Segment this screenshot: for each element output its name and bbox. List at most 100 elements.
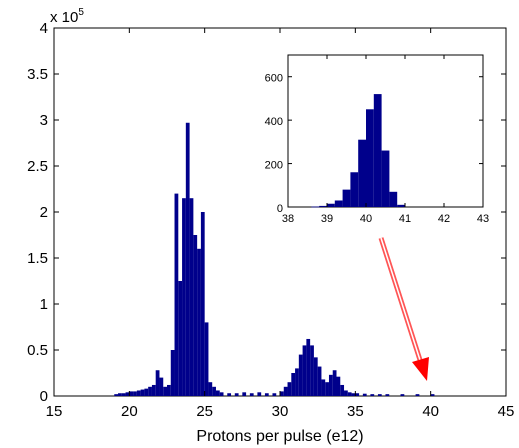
- y-tick-label-0-7: 3.5: [27, 66, 48, 83]
- y-tick-label-1-3: 600: [265, 73, 283, 85]
- bar-0-46: [317, 366, 322, 396]
- bar-1-1: [319, 205, 327, 207]
- x-tick-label-0-0: 15: [46, 403, 63, 420]
- bar-1-11: [397, 204, 405, 207]
- red-arrow-annotation: [378, 237, 429, 381]
- bar-0-23: [200, 212, 205, 396]
- bar-0-62: [415, 394, 420, 396]
- y-tick-label-0-3: 1.5: [27, 250, 48, 267]
- bar-0-12: [159, 377, 164, 396]
- main-bars: [114, 122, 435, 396]
- bar-0-31: [242, 392, 247, 396]
- bar-0-44: [310, 345, 314, 396]
- bar-0-50: [332, 370, 337, 396]
- bar-0-14: [167, 384, 171, 396]
- bar-0-43: [306, 338, 311, 396]
- bar-0-45: [313, 357, 318, 396]
- bar-0-15: [170, 350, 175, 396]
- bar-0-4: [129, 391, 134, 396]
- bar-0-58: [370, 394, 375, 396]
- y-tick-label-0-4: 2: [40, 204, 48, 221]
- bar-0-29: [227, 393, 232, 396]
- bar-0-61: [400, 394, 405, 396]
- bar-0-32: [249, 393, 254, 396]
- bar-0-57: [362, 393, 367, 396]
- bar-1-0: [311, 206, 320, 208]
- y-tick-label-0-5: 2.5: [27, 158, 48, 175]
- x-axis-label: Protons per pulse (e12): [196, 428, 363, 445]
- x-tick-label-1-2: 40: [360, 213, 372, 225]
- x-tick-label-0-4: 35: [347, 403, 364, 420]
- main-y-axis: 0 0.5 1 1.5 2 2.5 3 3.5 4: [27, 20, 506, 405]
- bar-0-48: [325, 382, 329, 396]
- bar-0-5: [133, 391, 137, 396]
- bar-0-19: [185, 122, 190, 396]
- inset-bars: [311, 94, 405, 208]
- bar-0-24: [204, 322, 209, 396]
- bar-0-6: [136, 390, 141, 396]
- bar-1-6: [358, 139, 366, 207]
- x-tick-label-0-5: 40: [422, 403, 439, 420]
- bar-1-4: [342, 189, 351, 207]
- bar-0-59: [377, 394, 382, 396]
- bar-0-26: [212, 386, 216, 396]
- x-tick-label-1-5: 43: [477, 213, 489, 225]
- x-tick-label-1-4: 42: [438, 213, 450, 225]
- arrow-shaft-inner: [380, 237, 421, 361]
- bar-0-18: [182, 198, 186, 396]
- bar-0-33: [257, 392, 262, 396]
- bar-1-8: [373, 94, 382, 207]
- y-multiplier-exponent: 5: [78, 7, 84, 18]
- bar-1-2: [327, 203, 335, 207]
- y-tick-label-0-0: 0: [40, 388, 48, 405]
- bar-0-1: [118, 393, 122, 396]
- y-tick-label-0-1: 0.5: [27, 342, 48, 359]
- x-tick-label-0-3: 30: [272, 403, 289, 420]
- bar-0-21: [193, 235, 198, 396]
- y-tick-label-1-1: 200: [265, 160, 283, 172]
- bar-0-38: [287, 382, 292, 396]
- bar-0-47: [321, 379, 326, 396]
- bar-1-10: [389, 191, 398, 207]
- y-tick-label-1-2: 400: [265, 116, 283, 128]
- bar-0-63: [430, 394, 435, 396]
- inset-x-axis: 38 39 40 41 42 43: [282, 55, 489, 225]
- bar-1-5: [350, 172, 359, 207]
- bar-0-13: [163, 386, 167, 396]
- x-tick-label-0-1: 20: [121, 403, 138, 420]
- bar-0-41: [298, 354, 303, 396]
- bar-0-20: [189, 198, 194, 396]
- y-multiplier-base: x 10: [50, 9, 78, 26]
- x-tick-label-1-3: 41: [399, 213, 411, 225]
- main-x-axis: 15 20 25 30 35 40 45: [46, 28, 514, 420]
- bar-1-3: [334, 200, 343, 207]
- bar-0-51: [336, 376, 341, 396]
- y-tick-label-0-6: 3: [40, 112, 48, 129]
- bar-0-7: [140, 389, 145, 396]
- bar-0-25: [208, 382, 213, 396]
- bar-0-0: [114, 394, 119, 396]
- bar-0-30: [234, 393, 239, 396]
- bar-0-36: [280, 391, 284, 396]
- bar-0-37: [283, 386, 288, 396]
- bar-0-34: [264, 393, 269, 396]
- inset-histogram: 38 39 40 41 42 43 0 200 400 600: [265, 54, 489, 225]
- bar-0-28: [219, 392, 224, 396]
- x-tick-label-0-2: 25: [196, 403, 213, 420]
- bar-0-9: [148, 386, 152, 396]
- bar-0-60: [385, 394, 390, 396]
- bar-0-39: [291, 373, 296, 396]
- bar-0-22: [197, 248, 201, 396]
- bar-0-42: [302, 345, 307, 396]
- inset-y-axis: 0 200 400 600: [265, 73, 483, 215]
- bar-1-9: [381, 150, 390, 207]
- bar-0-56: [355, 393, 360, 396]
- x-tick-label-1-1: 39: [321, 213, 333, 225]
- bar-0-10: [151, 384, 156, 396]
- bar-0-8: [144, 388, 149, 396]
- bar-0-2: [121, 393, 126, 396]
- bar-0-17: [178, 281, 183, 396]
- bar-1-7: [366, 109, 374, 207]
- bar-0-40: [295, 368, 299, 396]
